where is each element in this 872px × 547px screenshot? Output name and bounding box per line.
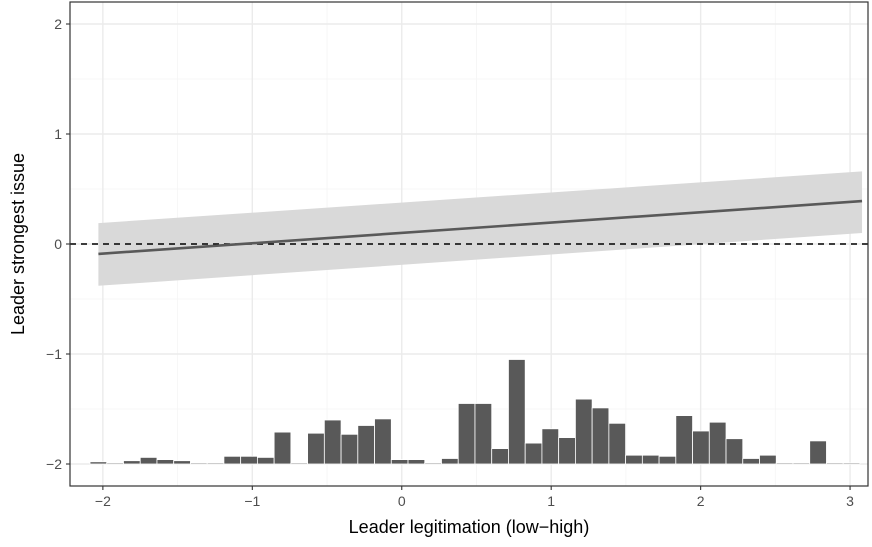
histogram-bar (407, 459, 426, 465)
histogram-bar (692, 430, 710, 465)
histogram-bar (809, 440, 827, 465)
histogram-bar (390, 459, 409, 465)
histogram-bar (759, 454, 777, 465)
y-tick-label: 1 (54, 126, 62, 142)
regression-line (98, 199, 863, 256)
x-tick-label: 1 (547, 493, 555, 509)
y-tick-label: 0 (54, 236, 62, 252)
x-tick-label: 0 (398, 493, 406, 509)
histogram-bar (658, 455, 677, 465)
histogram-bar (374, 418, 392, 465)
histogram-bar (273, 431, 292, 465)
histogram-bar (357, 425, 375, 465)
histogram-bar (424, 462, 442, 465)
histogram-bar (842, 462, 861, 465)
histogram-bar (441, 458, 459, 465)
y-tick-label: −1 (46, 346, 62, 362)
y-axis-ticks: −2 −1 0 1 2 (46, 16, 70, 472)
histogram-bar (307, 432, 325, 465)
histogram-bar (591, 407, 610, 465)
histogram-bar (775, 462, 794, 465)
histogram-bar (675, 415, 693, 465)
histogram-bar (206, 462, 225, 465)
histogram-bar (575, 398, 593, 465)
histogram-bar (223, 455, 242, 465)
x-axis-ticks: −2 −1 0 1 2 3 (95, 486, 854, 509)
histogram-bar (725, 438, 744, 465)
x-tick-label: −1 (244, 493, 260, 509)
x-tick-label: −2 (95, 493, 111, 509)
histogram-bar (625, 454, 643, 465)
histogram-bar (541, 428, 560, 465)
y-axis-title: Leader strongest issue (8, 153, 28, 335)
histogram-bar (256, 456, 275, 465)
histogram-bar (457, 403, 476, 465)
histogram-bar (139, 456, 158, 465)
y-tick-label: 2 (54, 16, 62, 32)
histogram-bar (491, 448, 509, 465)
histogram-bar (474, 403, 493, 465)
histogram-bar (190, 462, 208, 465)
x-axis-title: Leader legitimation (low−high) (349, 517, 590, 537)
histogram-bar (240, 455, 258, 465)
histogram-bar (340, 433, 359, 465)
histogram-bar (792, 462, 811, 465)
histogram-bar (708, 421, 727, 465)
histogram-bar (508, 359, 526, 465)
histogram-bar (123, 460, 141, 465)
y-tick-label: −2 (46, 456, 62, 472)
histogram-bar (290, 462, 309, 465)
histogram-bar (826, 462, 844, 465)
histogram-bar (89, 461, 108, 465)
histogram-bar (524, 442, 543, 465)
histogram-bar (742, 458, 760, 465)
regression-line-layer (98, 199, 863, 256)
x-tick-label: 2 (697, 493, 705, 509)
histogram-bar (156, 459, 175, 465)
histogram-bar (641, 454, 660, 465)
histogram-bar (323, 419, 342, 465)
histogram-bar (608, 422, 627, 465)
histogram-bar (173, 460, 191, 465)
x-tick-label: 3 (846, 493, 854, 509)
histogram-bar (106, 462, 124, 465)
histogram-bar (558, 437, 576, 465)
histogram-bars (89, 359, 861, 465)
